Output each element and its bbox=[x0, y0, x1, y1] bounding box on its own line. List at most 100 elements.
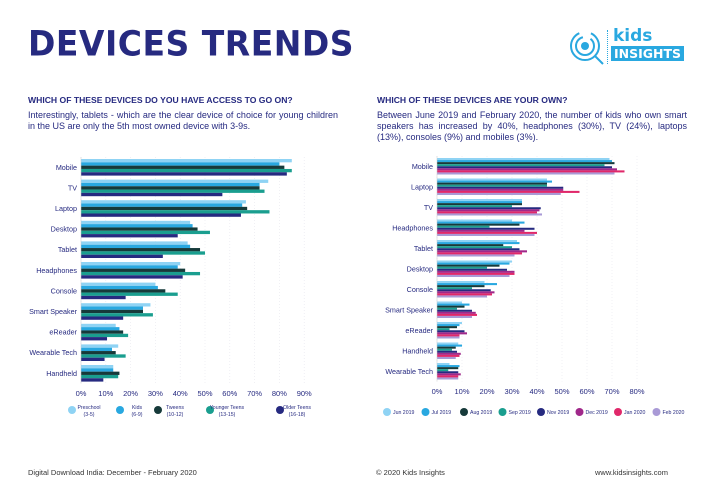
bar bbox=[437, 283, 497, 286]
legend-swatch bbox=[460, 408, 468, 416]
bar bbox=[81, 224, 193, 228]
bar bbox=[81, 313, 153, 317]
bar bbox=[437, 223, 520, 226]
bar bbox=[437, 201, 522, 204]
bar bbox=[437, 303, 470, 306]
bar bbox=[81, 172, 287, 176]
category-label: Mobile bbox=[412, 162, 433, 171]
legend-label: Younger Teens bbox=[210, 405, 245, 411]
bar bbox=[437, 266, 487, 269]
x-tick-label: 0% bbox=[76, 389, 87, 398]
bar bbox=[437, 348, 452, 351]
category-label: Desktop bbox=[51, 225, 77, 234]
bar bbox=[437, 264, 500, 267]
magnifier-logo-icon bbox=[570, 31, 604, 65]
legend-swatch bbox=[421, 408, 430, 416]
bar bbox=[81, 368, 114, 372]
legend-label: Jun 2019 bbox=[393, 410, 414, 416]
bar bbox=[437, 186, 564, 189]
bar bbox=[81, 210, 270, 214]
x-tick-label: 50% bbox=[197, 389, 212, 398]
legend-sublabel: (6-9) bbox=[132, 412, 143, 418]
bar bbox=[437, 326, 457, 329]
bar bbox=[437, 305, 465, 308]
bar bbox=[437, 332, 467, 335]
bar bbox=[81, 347, 112, 352]
bar bbox=[81, 234, 178, 238]
bar bbox=[437, 170, 625, 173]
bar bbox=[81, 275, 183, 279]
bar bbox=[437, 307, 457, 310]
bar bbox=[81, 271, 201, 276]
bar bbox=[437, 291, 495, 294]
bar bbox=[81, 292, 178, 296]
category-label: Tablet bbox=[414, 244, 433, 253]
bar bbox=[81, 378, 104, 382]
bar bbox=[81, 316, 124, 320]
bar bbox=[437, 184, 547, 187]
x-tick-label: 70% bbox=[604, 387, 619, 396]
legend-label: Jan 2020 bbox=[624, 410, 645, 416]
bar bbox=[81, 254, 163, 258]
bar bbox=[81, 179, 269, 183]
bar bbox=[437, 199, 522, 202]
bar bbox=[437, 356, 456, 359]
bar bbox=[437, 180, 552, 183]
bar bbox=[437, 229, 525, 232]
legend-swatch bbox=[383, 408, 391, 416]
category-label: Tablet bbox=[58, 245, 77, 254]
bar bbox=[81, 162, 280, 166]
bar bbox=[81, 213, 241, 217]
bar bbox=[437, 311, 476, 314]
page-title: DEVICES TRENDS bbox=[28, 23, 355, 64]
bar bbox=[81, 251, 205, 255]
legend-label: Jul 2019 bbox=[432, 410, 452, 416]
bar bbox=[437, 295, 487, 298]
bar bbox=[437, 334, 460, 337]
category-label: Smart Speaker bbox=[29, 307, 78, 316]
category-label: Headphones bbox=[36, 266, 77, 275]
bar bbox=[437, 242, 520, 245]
x-tick-label: 50% bbox=[554, 387, 569, 396]
bar bbox=[437, 342, 459, 345]
legend-label: Kids bbox=[132, 405, 142, 411]
bar bbox=[81, 262, 181, 266]
bar bbox=[81, 165, 285, 169]
x-tick-label: 70% bbox=[247, 389, 262, 398]
bar bbox=[437, 289, 491, 292]
bar bbox=[437, 281, 485, 284]
bar bbox=[437, 205, 512, 208]
bar bbox=[437, 244, 504, 247]
bar bbox=[437, 178, 547, 181]
bar bbox=[437, 287, 472, 290]
bar bbox=[437, 248, 520, 251]
category-label: Console bbox=[407, 285, 433, 294]
bar bbox=[437, 346, 456, 349]
bar bbox=[81, 192, 223, 197]
bar bbox=[437, 352, 461, 355]
bar bbox=[437, 270, 515, 273]
category-label: Laptop bbox=[411, 182, 433, 191]
legend-swatch bbox=[498, 408, 507, 416]
legend-label: Preschool bbox=[77, 405, 100, 411]
x-tick-label: 80% bbox=[629, 387, 644, 396]
category-label: Wearable Tech bbox=[385, 367, 433, 376]
bar bbox=[437, 285, 485, 288]
category-label: TV bbox=[424, 203, 433, 212]
legend-sublabel: (3-5) bbox=[84, 412, 95, 418]
legend-sublabel: (16-18) bbox=[289, 412, 306, 418]
bar bbox=[437, 365, 460, 368]
footer-copyright: © 2020 Kids Insights bbox=[376, 468, 445, 477]
legend-label: Tweens bbox=[166, 405, 184, 411]
bar bbox=[437, 322, 462, 325]
bar bbox=[437, 158, 610, 161]
category-label: Desktop bbox=[407, 264, 433, 273]
bar bbox=[437, 250, 527, 253]
category-label: TV bbox=[68, 183, 77, 192]
bar bbox=[437, 225, 490, 228]
bar bbox=[437, 246, 512, 249]
bar bbox=[81, 189, 265, 193]
bar bbox=[81, 203, 243, 207]
bar bbox=[81, 357, 105, 361]
category-label: Headphones bbox=[392, 223, 433, 232]
